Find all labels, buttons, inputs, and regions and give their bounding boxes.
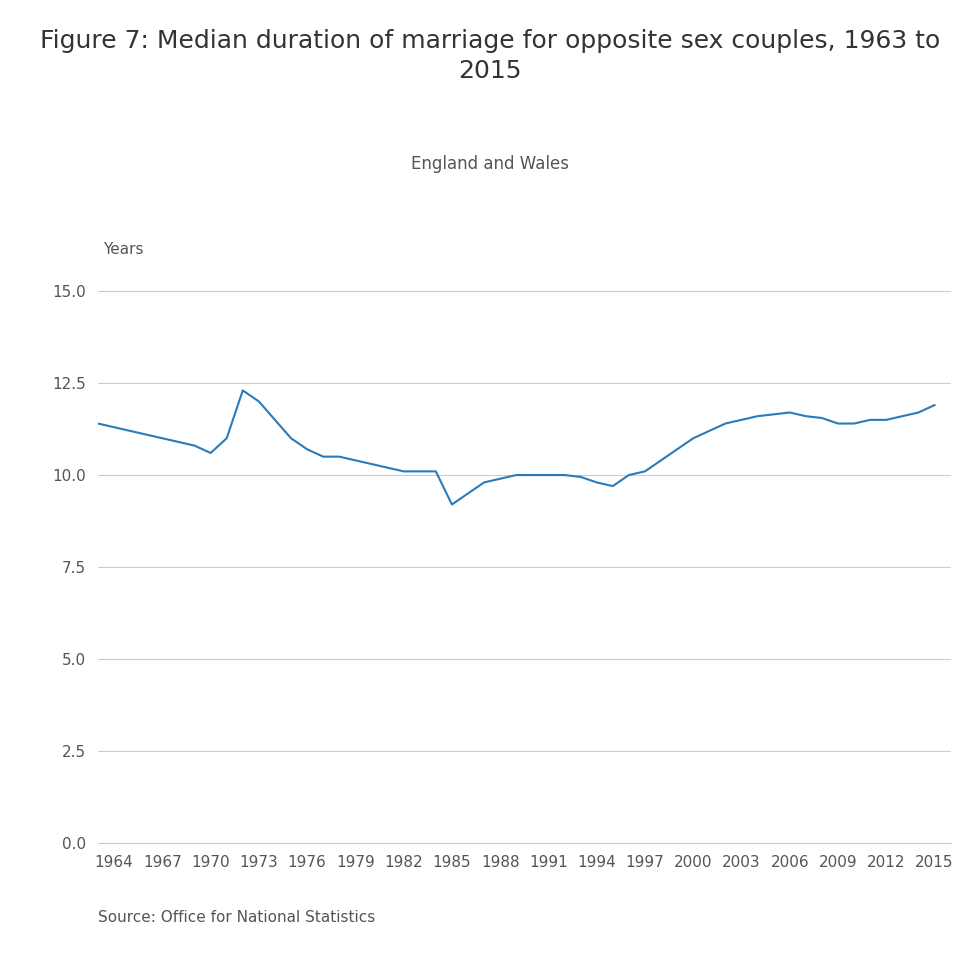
Text: Figure 7: Median duration of marriage for opposite sex couples, 1963 to
2015: Figure 7: Median duration of marriage fo… (40, 29, 940, 82)
Text: England and Wales: England and Wales (411, 155, 569, 173)
Text: Source: Office for National Statistics: Source: Office for National Statistics (98, 911, 375, 925)
Text: Years: Years (103, 242, 143, 257)
